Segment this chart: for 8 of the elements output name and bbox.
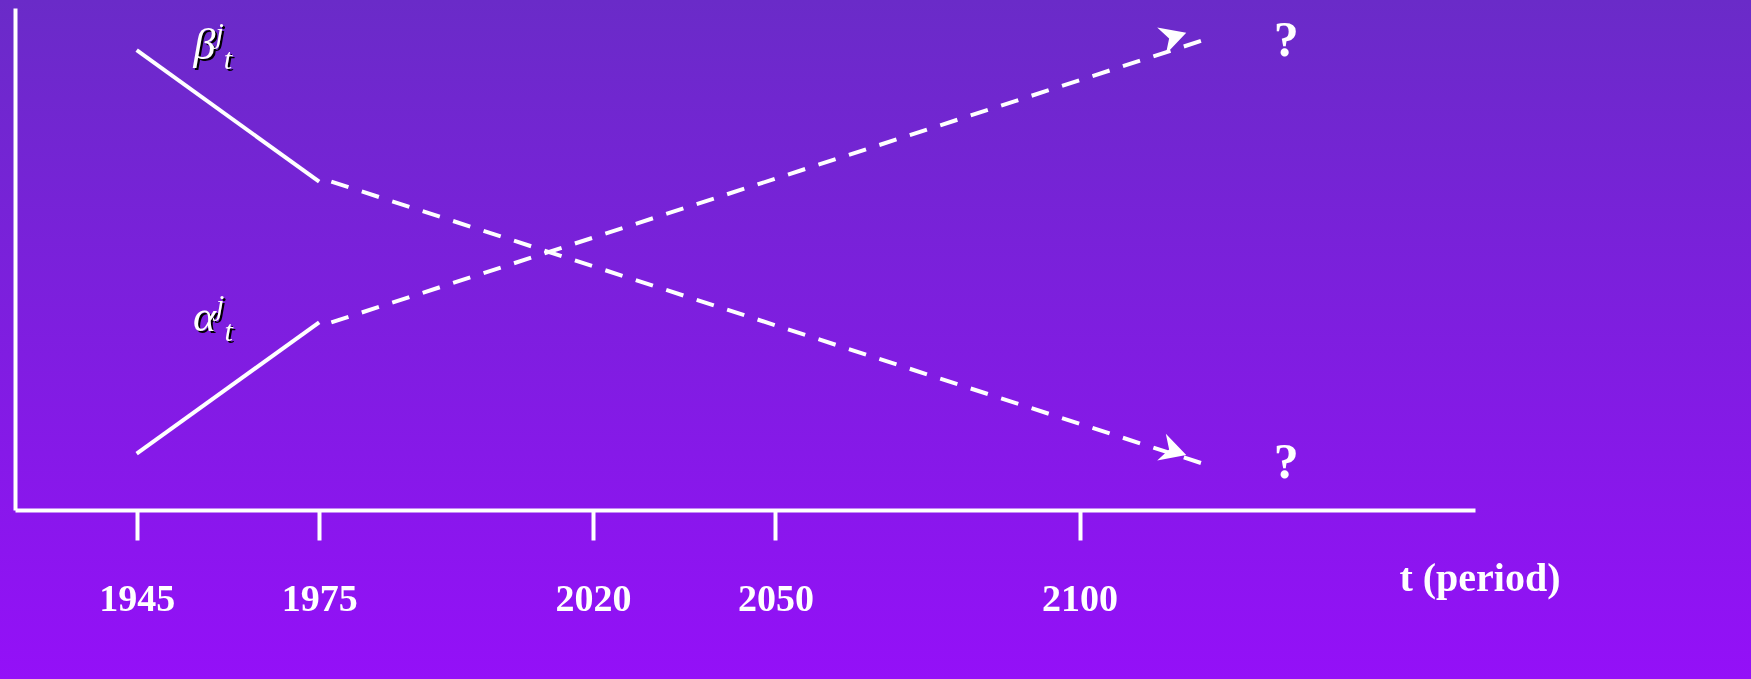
x-tick-label: 2100 [1042, 576, 1119, 619]
x-tick-label: 1975 [281, 576, 358, 619]
x-axis-title: t (period) [1399, 554, 1561, 600]
x-tick-label: 2020 [555, 576, 632, 619]
annotation: ? [1273, 10, 1299, 67]
annotation: ? [1273, 433, 1299, 490]
x-tick-label: 2050 [737, 576, 814, 619]
x-tick-label: 1945 [99, 576, 176, 619]
